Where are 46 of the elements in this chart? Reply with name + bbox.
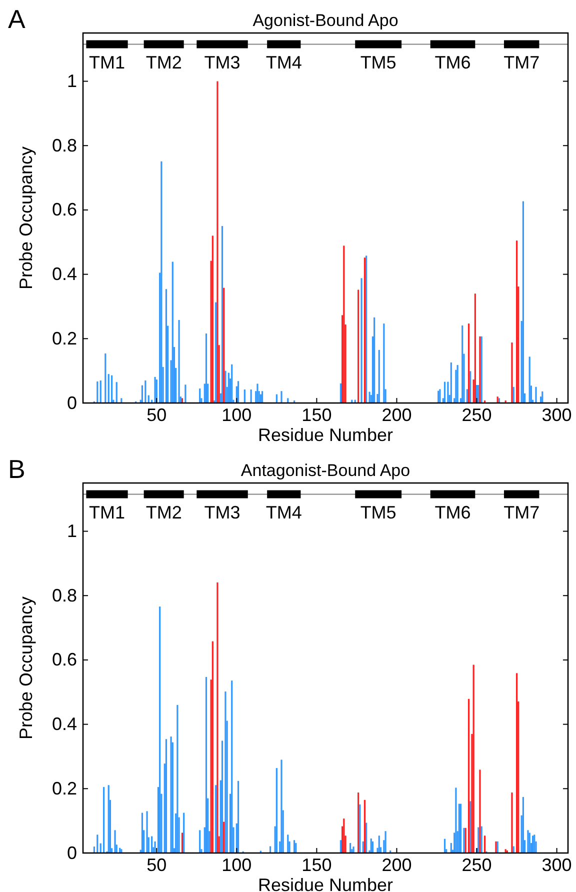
- x-axis-title: Residue Number: [258, 425, 394, 445]
- y-tick-label: 0.4: [52, 714, 77, 734]
- x-tick-label: 250: [462, 854, 492, 875]
- y-tick-label: 0.8: [52, 585, 77, 606]
- series-label: TM4: [266, 502, 302, 522]
- y-tick-label: 0.2: [52, 778, 77, 798]
- series-label: TM2: [146, 52, 182, 72]
- x-tick-label: 250: [462, 404, 492, 425]
- x-tick-label: 100: [222, 854, 252, 875]
- y-tick-label: 0.6: [52, 200, 77, 220]
- y-tick-label: 0.8: [52, 135, 77, 156]
- x-tick-label: 300: [542, 854, 572, 875]
- series-label: TM4: [266, 52, 302, 72]
- x-tick-label: 100: [222, 404, 252, 425]
- y-axis-title: Probe Occupancy: [16, 146, 36, 290]
- x-axis-title: Residue Number: [258, 875, 394, 892]
- text: B: [8, 454, 26, 484]
- x-tick-label: 50: [146, 404, 167, 425]
- y-tick-label: 1: [66, 71, 77, 92]
- series-label: TM5: [360, 502, 396, 522]
- y-axis-title: Probe Occupancy: [16, 596, 36, 740]
- x-tick-label: 50: [146, 854, 167, 875]
- series-label: TM6: [434, 52, 471, 72]
- x-tick-label: 300: [542, 404, 572, 425]
- text: A: [8, 4, 26, 34]
- y-tick-label: 0.4: [52, 264, 77, 284]
- y-tick-label: 1: [66, 521, 77, 542]
- y-tick-label: 0: [66, 842, 77, 863]
- chart-title: Agonist-Bound Apo: [252, 11, 398, 30]
- x-tick-label: 200: [382, 854, 412, 875]
- series-label: TM1: [89, 502, 126, 522]
- y-tick-label: 0: [66, 392, 77, 413]
- series-label: TM1: [89, 52, 126, 72]
- series-label: TM7: [504, 52, 540, 72]
- chart-title: Antagonist-Bound Apo: [240, 461, 410, 480]
- series-label: TM2: [146, 502, 182, 522]
- y-tick-label: 0.2: [52, 328, 77, 348]
- y-tick-label: 0.6: [52, 650, 77, 670]
- series-label: TM3: [204, 502, 240, 522]
- series-label: TM7: [504, 502, 540, 522]
- series-label: TM3: [204, 52, 240, 72]
- x-tick-label: 150: [302, 404, 332, 425]
- series-label: TM6: [434, 502, 471, 522]
- x-tick-label: 200: [382, 404, 412, 425]
- series-label: TM5: [360, 52, 396, 72]
- x-tick-label: 150: [302, 854, 332, 875]
